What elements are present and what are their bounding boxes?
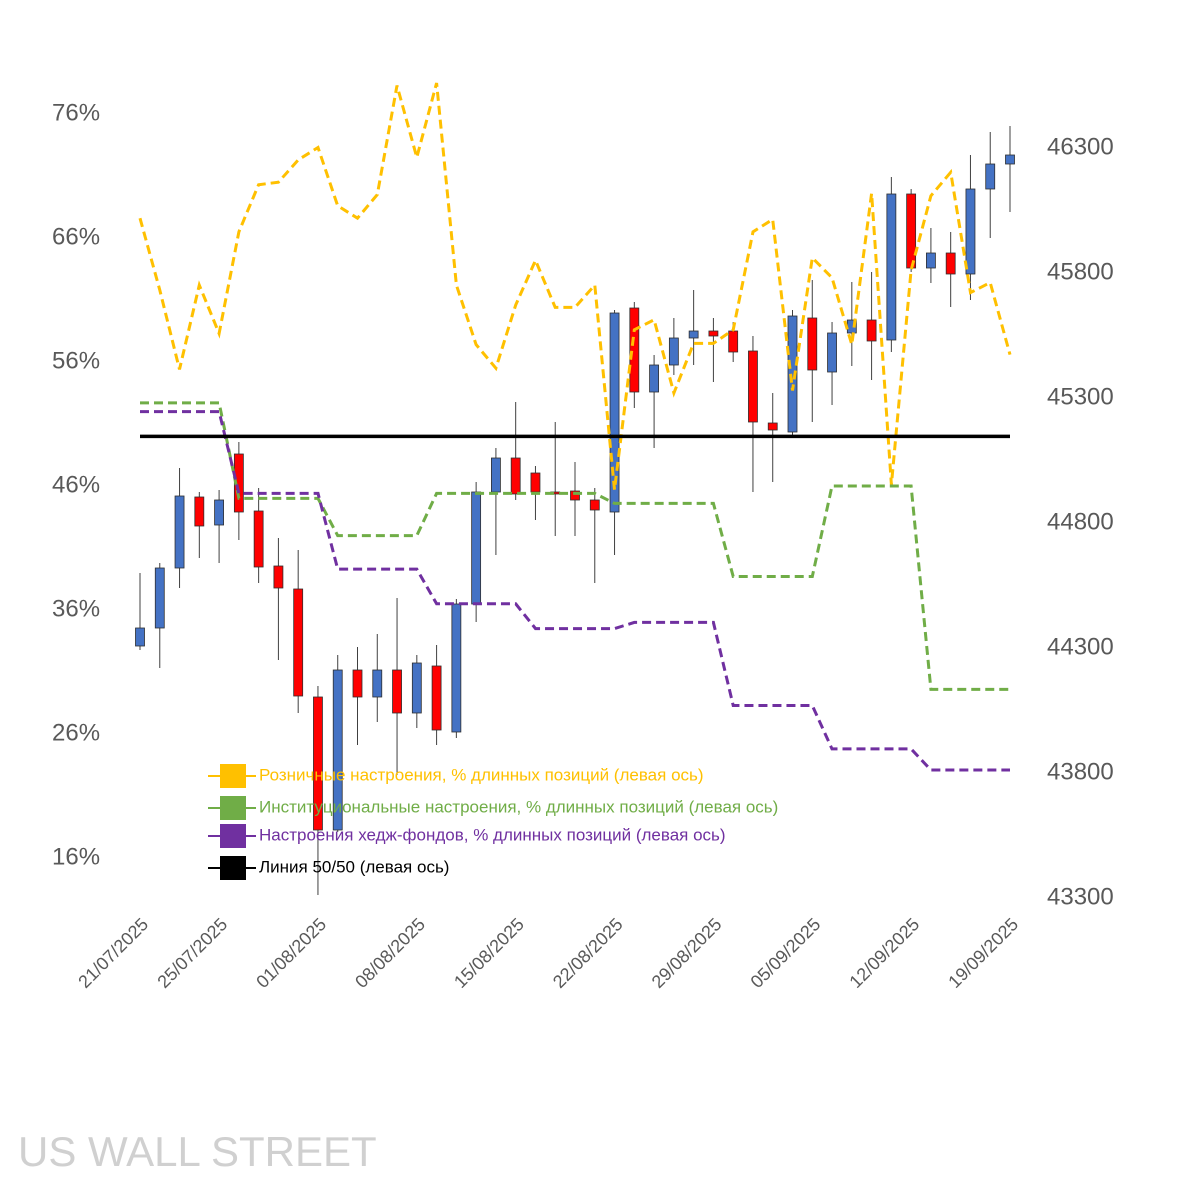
legend-label: Настроения хедж-фондов, % длинных позици… — [259, 825, 726, 844]
candle-body — [313, 696, 323, 831]
candle-body — [945, 252, 956, 275]
y2-tick-label: 43800 — [1047, 758, 1114, 785]
candle-body — [411, 662, 422, 714]
candle-body — [530, 472, 541, 493]
candle-body — [906, 193, 917, 269]
y-tick-label: 46% — [52, 471, 100, 498]
y-tick-label: 66% — [52, 223, 100, 250]
candle-body — [708, 330, 719, 337]
series-line — [138, 82, 1012, 490]
candle-body — [273, 565, 284, 589]
watermark: US WALL STREET — [18, 1128, 377, 1175]
candle-body — [174, 495, 185, 569]
y-tick-label: 16% — [52, 843, 100, 870]
candle-body — [135, 627, 145, 647]
y2-tick-label: 45800 — [1047, 258, 1114, 285]
candle-body — [827, 332, 837, 373]
candle-body — [194, 496, 205, 527]
candle-body — [787, 315, 798, 433]
candle-body — [688, 330, 699, 339]
candle-body — [392, 669, 402, 714]
candle-body — [807, 317, 818, 371]
candle-body — [332, 669, 343, 831]
candle-body — [214, 499, 224, 526]
candle-body — [471, 491, 482, 605]
candle-body — [668, 337, 679, 366]
x-tick-label: 25/07/2025 — [153, 914, 231, 992]
legend-swatch — [220, 856, 246, 880]
x-tick-label: 01/08/2025 — [252, 914, 330, 992]
x-tick-label: 21/07/2025 — [74, 914, 152, 992]
series-line — [140, 410, 1010, 772]
candle-body — [649, 364, 659, 393]
legend-swatch — [220, 764, 246, 788]
x-tick-label: 08/08/2025 — [351, 914, 429, 992]
series-line — [140, 401, 1010, 691]
candle-body — [491, 457, 501, 493]
y-tick-label: 36% — [52, 595, 100, 622]
x-tick-label: 29/08/2025 — [648, 914, 726, 992]
candle-body — [431, 665, 442, 731]
candle-body — [985, 163, 996, 190]
legend-swatch — [220, 824, 246, 848]
y-tick-label: 76% — [52, 99, 100, 126]
x-tick-label: 12/09/2025 — [845, 914, 923, 992]
candle-body — [866, 319, 877, 342]
legend-label: Институциональные настроения, % длинных … — [259, 797, 778, 816]
candle-body — [510, 457, 521, 495]
candle-body — [886, 193, 897, 341]
y2-tick-label: 43300 — [1047, 883, 1114, 910]
candle-body — [629, 307, 640, 393]
candle-body — [748, 350, 758, 423]
candle-body — [253, 510, 264, 568]
candle-body — [451, 603, 462, 733]
candle-body — [570, 490, 580, 501]
candle-body — [1005, 154, 1015, 165]
candle-body — [609, 312, 620, 513]
x-tick-label: 15/08/2025 — [450, 914, 528, 992]
candle-body — [965, 188, 976, 275]
candle-body — [767, 422, 778, 431]
candle-body — [728, 330, 739, 353]
candle-body — [372, 669, 383, 698]
x-tick-label: 19/09/2025 — [944, 914, 1022, 992]
legend-label: Линия 50/50 (левая ось) — [259, 857, 449, 876]
y2-tick-label: 44800 — [1047, 508, 1114, 535]
candle-body — [154, 567, 165, 629]
candle-body — [293, 588, 304, 697]
candle-body — [926, 252, 936, 269]
x-tick-label: 05/09/2025 — [747, 914, 825, 992]
y2-tick-label: 46300 — [1047, 133, 1114, 160]
legend-swatch — [220, 796, 246, 820]
candle-body — [352, 669, 363, 698]
y-tick-label: 26% — [52, 719, 100, 746]
y2-tick-label: 44300 — [1047, 633, 1114, 660]
y2-tick-label: 45300 — [1047, 383, 1114, 410]
legend-label: Розничные настроения, % длинных позиций … — [259, 765, 704, 784]
y-tick-label: 56% — [52, 347, 100, 374]
x-tick-label: 22/08/2025 — [549, 914, 627, 992]
candle-body — [589, 499, 600, 511]
